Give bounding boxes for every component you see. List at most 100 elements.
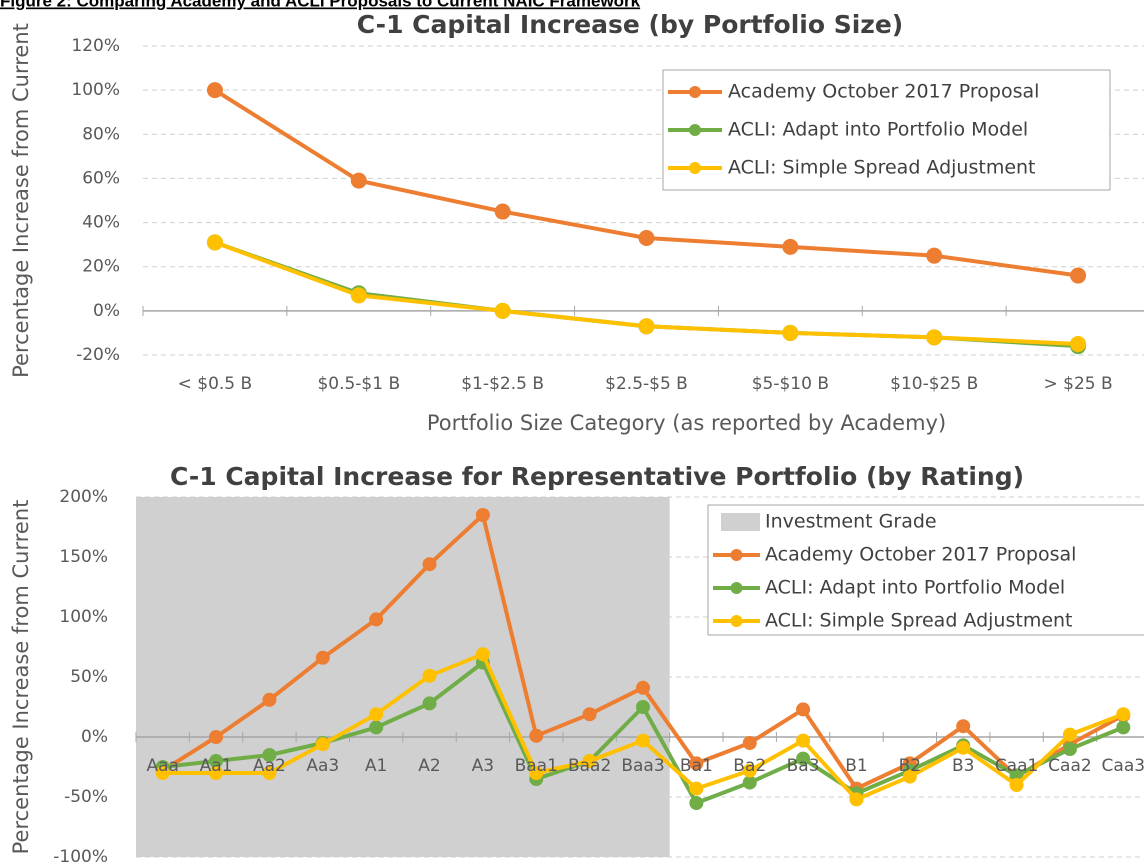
legend-swatch (721, 513, 760, 531)
data-point (369, 612, 384, 627)
legend-marker (730, 615, 743, 627)
data-point (582, 754, 597, 768)
x-tick-label: $10-$25 B (890, 374, 978, 394)
legend-box (707, 504, 1144, 636)
data-point (369, 720, 384, 735)
data-point (262, 692, 277, 707)
data-point (155, 766, 170, 780)
legend-marker (730, 582, 743, 594)
y-tick-label: 20% (82, 257, 120, 277)
x-tick-label: A3 (472, 756, 494, 776)
chart-title: C-1 Capital Increase (by Portfolio Size) (357, 10, 903, 39)
x-tick-label: B3 (952, 756, 974, 776)
x-tick-label: > $25 B (1043, 374, 1112, 394)
legend-label: ACLI: Adapt into Portfolio Model (765, 577, 1065, 599)
x-tick-label: B2 (899, 756, 921, 776)
legend-label: Academy October 2017 Proposal (765, 544, 1076, 566)
x-tick-label: Caa2 (1048, 756, 1092, 776)
data-point (209, 730, 224, 744)
data-point (689, 756, 704, 771)
data-point (796, 751, 811, 766)
data-point (1009, 778, 1024, 792)
data-point (494, 302, 511, 319)
data-point (742, 736, 757, 750)
x-axis-label: Portfolio Size Category (as reported by … (427, 411, 946, 435)
y-tick-label: 0% (81, 727, 108, 747)
data-point (689, 781, 704, 796)
legend-label: ACLI: Simple Spread Adjustment (728, 157, 1036, 179)
data-point (796, 733, 811, 748)
data-point (315, 650, 330, 665)
legend-box (662, 69, 1111, 191)
x-tick-label: Ba3 (787, 756, 820, 776)
data-point (796, 702, 811, 717)
x-tick-label: Aaa (146, 756, 178, 776)
data-point (636, 680, 650, 695)
data-point (926, 329, 943, 346)
x-tick-label: $2.5-$5 B (605, 374, 688, 394)
y-tick-label: 50% (70, 667, 108, 687)
data-point (369, 707, 384, 722)
x-tick-label: Ba2 (733, 756, 766, 776)
data-point (350, 287, 367, 304)
data-point (206, 82, 223, 99)
y-tick-label: 200% (59, 487, 108, 507)
x-tick-label: $0.5-$1 B (317, 374, 400, 394)
data-point (638, 230, 655, 247)
data-point (636, 733, 650, 748)
data-point (1070, 335, 1087, 352)
data-point (742, 763, 757, 778)
chart-title: C-1 Capital Increase for Representative … (170, 462, 1024, 491)
data-point (475, 508, 490, 522)
data-point (956, 719, 971, 734)
data-point (494, 203, 511, 220)
y-axis-label: Percentage Increase from Current (9, 23, 33, 378)
y-tick-label: 100% (59, 607, 108, 627)
x-tick-label: $1-$2.5 B (461, 374, 544, 394)
x-tick-label: $5-$10 B (752, 374, 829, 394)
data-point (315, 737, 330, 752)
y-tick-label: -100% (53, 847, 108, 864)
y-tick-label: -50% (64, 787, 108, 807)
y-tick-label: 150% (59, 547, 108, 567)
y-tick-label: 120% (71, 36, 120, 56)
data-point (1062, 742, 1077, 756)
data-point (849, 792, 864, 807)
data-point (782, 324, 799, 341)
x-tick-label: Caa3 (1102, 756, 1144, 776)
data-point (902, 769, 917, 784)
x-tick-label: Baa3 (621, 756, 664, 776)
y-tick-label: 60% (82, 168, 120, 188)
x-tick-label: Baa1 (515, 756, 558, 776)
data-point (262, 748, 277, 762)
data-point (262, 766, 277, 780)
y-axis-label: Percentage Increase from Current (9, 500, 33, 855)
data-point (582, 707, 597, 722)
x-tick-label: Aa3 (306, 756, 339, 776)
legend-marker (730, 549, 743, 561)
data-point (926, 247, 943, 264)
data-point (1062, 727, 1077, 742)
x-tick-label: Aa1 (200, 756, 233, 776)
y-tick-label: -20% (76, 345, 120, 365)
data-point (1070, 267, 1087, 284)
x-tick-label: A1 (365, 756, 387, 776)
data-point (742, 775, 757, 790)
data-point (422, 668, 437, 683)
data-point (636, 700, 650, 714)
data-point (475, 647, 490, 662)
legend-marker (689, 86, 701, 98)
legend-marker (689, 162, 701, 174)
x-tick-label: Ba1 (680, 756, 713, 776)
x-tick-label: Aa2 (253, 756, 286, 776)
data-point (782, 238, 799, 255)
data-point (1116, 720, 1131, 735)
legend-label: ACLI: Simple Spread Adjustment (765, 610, 1073, 632)
legend-label: Academy October 2017 Proposal (728, 81, 1039, 103)
data-point (1009, 768, 1024, 783)
legend-marker (689, 124, 701, 136)
legend-label: Investment Grade (765, 511, 937, 533)
data-point (209, 754, 224, 768)
x-tick-label: Caa1 (995, 756, 1039, 776)
data-point (529, 766, 544, 780)
